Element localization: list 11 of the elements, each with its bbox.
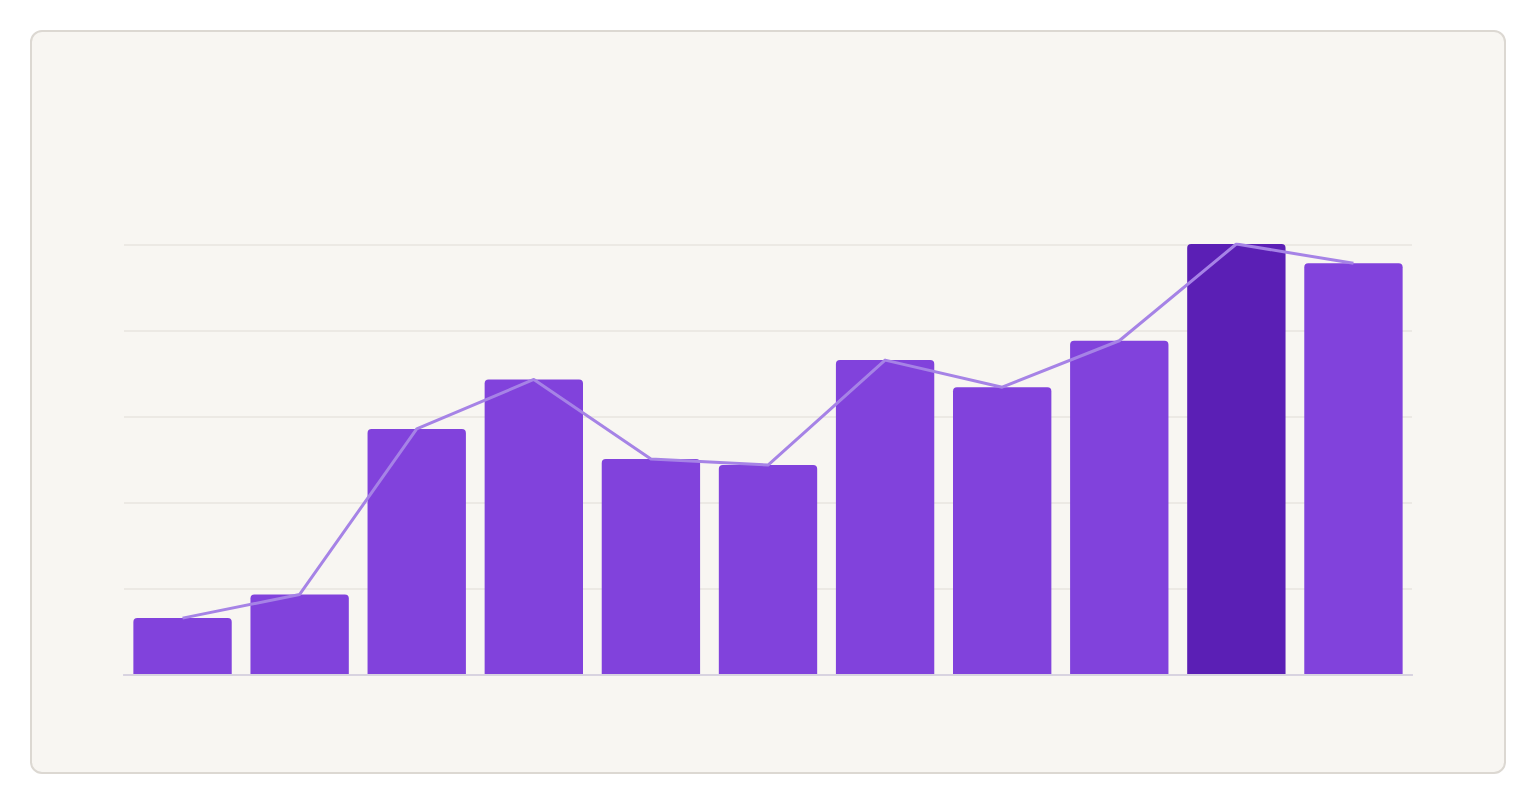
bar (1304, 263, 1403, 674)
bar (953, 387, 1052, 674)
bar (601, 459, 701, 674)
bar (1187, 244, 1286, 674)
bar (133, 618, 232, 674)
bar (835, 360, 935, 674)
bar (1070, 340, 1169, 674)
bar (367, 428, 466, 674)
bar (484, 379, 583, 674)
bar (718, 465, 818, 674)
bar (250, 594, 349, 674)
